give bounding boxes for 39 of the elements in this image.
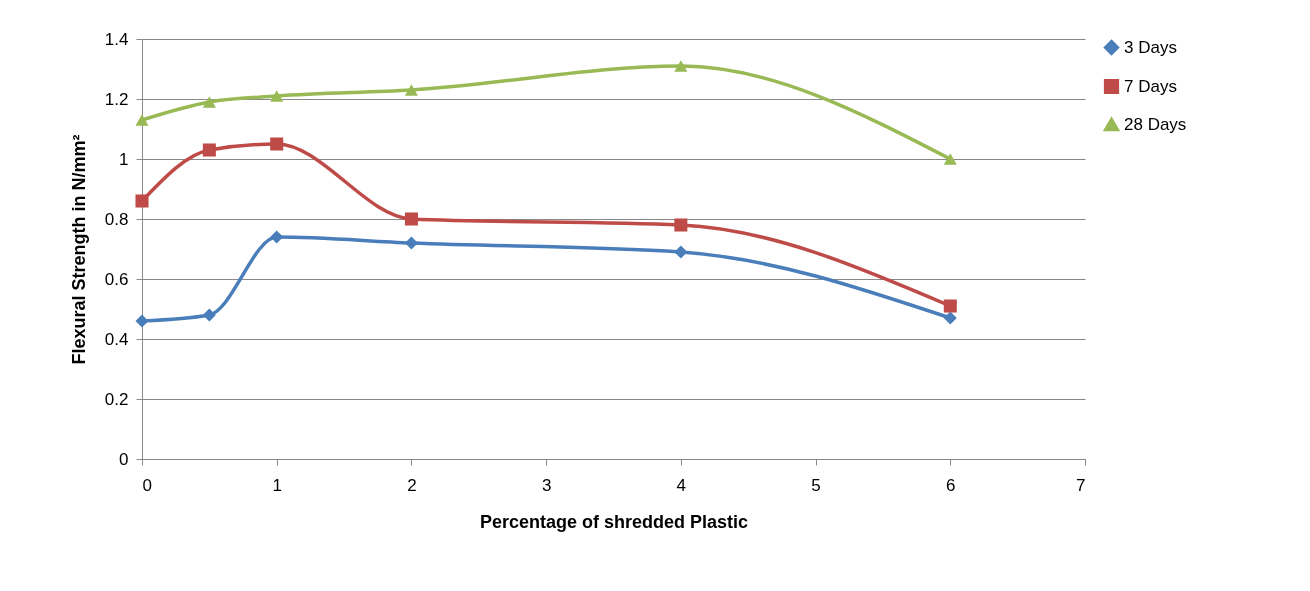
y-tick-label: 1.2	[104, 89, 129, 109]
x-axis-title: Percentage of shredded Plastic	[479, 511, 749, 532]
y-tick-label: 0.8	[104, 209, 129, 229]
x-tick-label: 5	[811, 475, 821, 495]
y-axis-title: Flexural Strength in N/mm²	[68, 134, 89, 365]
x-tick-label: 2	[407, 475, 417, 495]
point	[404, 84, 418, 96]
point	[135, 194, 149, 208]
point	[135, 114, 149, 126]
legend-label: 28 Days	[1124, 114, 1187, 134]
point	[135, 314, 149, 328]
point	[674, 218, 688, 232]
x-tick-label: 0	[142, 475, 152, 495]
point	[943, 299, 957, 313]
x-tick-label: 1	[272, 475, 282, 495]
point	[270, 230, 284, 244]
point	[674, 245, 688, 259]
point	[404, 212, 418, 226]
y-tick-label: 0	[119, 449, 129, 469]
x-tick-label: 4	[676, 475, 687, 495]
point	[943, 311, 957, 325]
legend-label: 3 Days	[1124, 37, 1177, 57]
legend-label: 7 Days	[1124, 76, 1177, 96]
x-tick-label: 3	[541, 475, 552, 495]
point	[270, 90, 284, 102]
point	[270, 137, 284, 151]
point	[202, 96, 216, 108]
y-tick-label: 1	[119, 149, 129, 169]
y-tick-label: 0.4	[104, 329, 129, 349]
x-tick-label: 7	[1076, 475, 1086, 495]
point	[943, 153, 957, 165]
y-tick-label: 0.6	[104, 269, 129, 289]
x-tick-label: 6	[946, 475, 956, 495]
y-tick-label: 1.4	[104, 29, 129, 49]
point	[202, 143, 216, 157]
point	[404, 236, 418, 250]
y-tick-label: 0.2	[104, 389, 129, 409]
point	[674, 60, 688, 72]
point	[202, 308, 216, 322]
